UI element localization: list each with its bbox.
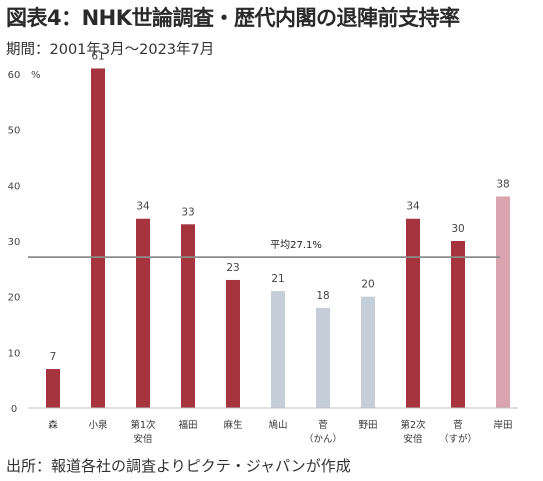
source-note: 出所：報道各社の調査よりピクテ・ジャパンが作成 — [6, 457, 351, 475]
y-tick-label: 40 — [8, 181, 21, 192]
average-line-group: 平均27.1% — [28, 239, 500, 259]
y-axis: 0 10 20 30 40 50 60% — [8, 70, 41, 415]
chart-period: 期間：2001年3月～2023年7月 — [6, 42, 215, 58]
bar-series — [46, 68, 510, 408]
bar-value-label: 33 — [181, 206, 194, 218]
y-tick-label: 10 — [8, 348, 21, 359]
bar-value-label: 34 — [136, 201, 150, 213]
bar-value-label: 61 — [91, 50, 104, 62]
x-category-label: 安倍 — [133, 433, 153, 445]
bar-value-label: 38 — [496, 178, 509, 190]
bar-value-label: 34 — [406, 201, 420, 213]
x-category-label: 第1次 — [130, 419, 156, 431]
x-category-label: （すが） — [439, 433, 477, 445]
y-tick-label: 0 — [11, 404, 17, 415]
x-category-label: 岸田 — [493, 420, 512, 431]
bar-value-label: 21 — [271, 273, 284, 285]
bar-value-label: 20 — [361, 279, 374, 291]
average-label: 平均27.1% — [270, 239, 322, 251]
y-tick-label: 60 — [8, 70, 21, 81]
chart-title: 図表4：NHK世論調査・歴代内閣の退陣前支持率 — [6, 6, 460, 30]
bar — [91, 68, 105, 408]
y-unit-label: % — [31, 70, 41, 81]
bar — [181, 224, 195, 408]
x-category-label: 菅 — [453, 419, 463, 431]
bar — [406, 218, 420, 408]
x-category-label: 野田 — [358, 420, 377, 431]
x-category-label: 第2次 — [400, 419, 426, 431]
bar — [271, 291, 285, 408]
value-labels: 7 61 34 33 23 21 18 20 34 30 38 — [50, 50, 510, 363]
x-category-label: 福田 — [178, 419, 197, 431]
x-category-label: （かん） — [304, 433, 342, 445]
bar — [136, 218, 150, 408]
bar-value-label: 18 — [316, 290, 329, 302]
bar — [316, 307, 330, 408]
y-tick-label: 50 — [8, 126, 21, 137]
bar-value-label: 7 — [50, 351, 57, 363]
x-category-label: 小泉 — [88, 419, 108, 431]
bar — [226, 279, 240, 408]
bar — [46, 369, 60, 408]
bar — [496, 196, 510, 408]
bar-value-label: 23 — [226, 262, 239, 274]
y-tick-label: 20 — [8, 293, 21, 304]
x-category-label: 森 — [48, 419, 58, 431]
bar — [361, 296, 375, 408]
bar-value-label: 30 — [451, 223, 464, 235]
x-category-label: 菅 — [318, 419, 328, 431]
x-category-label: 鳩山 — [268, 419, 287, 431]
x-category-label: 麻生 — [223, 419, 243, 431]
y-tick-label: 30 — [8, 237, 21, 248]
bar — [451, 241, 465, 408]
x-category-label: 安倍 — [403, 433, 423, 445]
